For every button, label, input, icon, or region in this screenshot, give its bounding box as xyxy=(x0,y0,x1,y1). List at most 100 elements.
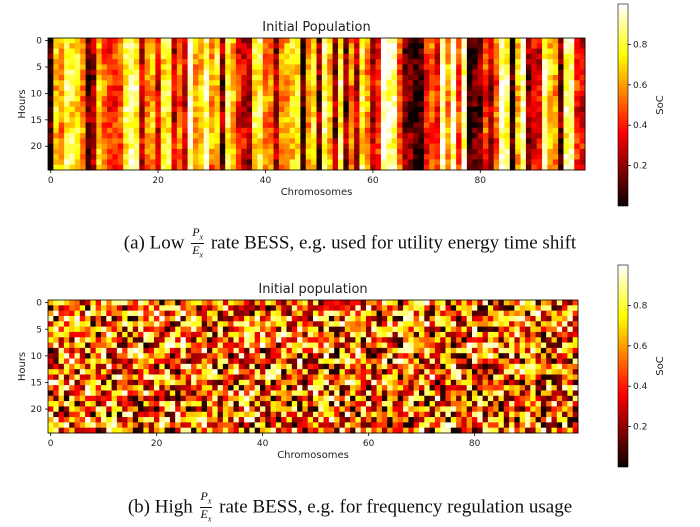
heatmap-cell xyxy=(536,164,543,171)
heatmap-cell xyxy=(198,64,205,71)
heatmap-cell xyxy=(530,422,536,429)
heatmap-cell xyxy=(413,385,420,391)
heatmap-cell xyxy=(445,385,452,391)
heatmap-cell xyxy=(159,411,165,418)
heatmap-cell xyxy=(107,138,113,144)
heatmap-cell xyxy=(80,122,86,129)
heatmap-cell xyxy=(504,80,511,86)
heatmap-cell xyxy=(552,133,559,139)
heatmap-cell xyxy=(343,74,350,81)
heatmap-cell xyxy=(79,331,86,338)
heatmap-cell xyxy=(418,38,425,44)
heatmap-cell xyxy=(107,106,113,113)
heatmap-cell xyxy=(203,64,210,71)
heatmap-cell xyxy=(244,300,250,306)
heatmap-cell xyxy=(300,43,307,49)
heatmap-cell xyxy=(171,148,178,155)
heatmap-cell xyxy=(348,85,355,92)
heatmap-cell xyxy=(182,85,189,92)
heatmap-cell xyxy=(217,379,224,386)
heatmap-cell xyxy=(246,48,253,55)
heatmap-cell xyxy=(273,48,280,55)
heatmap-cell xyxy=(101,411,107,418)
heatmap-cell xyxy=(499,127,505,134)
heatmap-cell xyxy=(273,85,280,92)
heatmap-cell xyxy=(429,38,436,44)
heatmap-cell xyxy=(540,369,547,375)
heatmap-cell xyxy=(198,143,205,150)
heatmap-cell xyxy=(450,59,457,65)
heatmap-cell xyxy=(472,395,478,402)
heatmap-cell xyxy=(515,164,521,171)
heatmap-cell xyxy=(185,321,192,327)
heatmap-cell xyxy=(407,80,414,86)
heatmap-cell xyxy=(254,411,261,418)
heatmap-cell xyxy=(461,358,468,365)
heatmap-cell xyxy=(392,353,399,359)
heatmap-cell xyxy=(552,164,559,171)
heatmap-cell xyxy=(187,43,194,49)
heatmap-cell xyxy=(440,154,446,160)
heatmap-cell xyxy=(568,148,575,155)
heatmap-cell xyxy=(291,385,298,391)
heatmap-cell xyxy=(132,422,139,429)
heatmap-cell xyxy=(122,337,128,343)
heatmap-cell xyxy=(386,74,393,81)
heatmap-cell xyxy=(133,148,140,155)
heatmap-cell xyxy=(225,59,231,65)
heatmap-cell xyxy=(568,111,575,118)
heatmap-cell xyxy=(63,390,70,397)
heatmap-cell xyxy=(238,337,245,343)
heatmap-cell xyxy=(504,85,511,92)
heatmap-cell xyxy=(268,138,274,144)
heatmap-cell xyxy=(381,411,388,418)
heatmap-cell xyxy=(348,90,355,97)
heatmap-cell xyxy=(546,363,552,370)
heatmap-cell xyxy=(228,390,234,397)
heatmap-cell xyxy=(122,417,128,423)
heatmap-cell xyxy=(249,353,256,359)
heatmap-cell xyxy=(423,133,430,139)
heatmap-cell xyxy=(101,369,107,375)
heatmap-cell xyxy=(339,347,346,354)
heatmap-cell xyxy=(423,106,430,113)
heatmap-cell xyxy=(387,401,393,407)
heatmap-cell xyxy=(461,74,468,81)
heatmap-cell xyxy=(558,48,564,55)
heatmap-cell xyxy=(328,300,335,306)
heatmap-cell xyxy=(127,326,134,333)
heatmap-cell xyxy=(191,379,197,386)
heatmap-cell xyxy=(289,143,296,150)
heatmap-cell xyxy=(547,43,554,49)
heatmap-cell xyxy=(562,305,568,312)
heatmap-cell xyxy=(63,363,70,370)
heatmap-cell xyxy=(175,326,181,333)
heatmap-cell xyxy=(217,310,224,317)
heatmap-cell xyxy=(63,342,70,349)
heatmap-cell xyxy=(525,427,531,434)
heatmap-cell xyxy=(132,385,139,391)
heatmap-cell xyxy=(359,64,366,71)
heatmap-cell xyxy=(128,59,135,65)
heatmap-cell xyxy=(556,358,563,365)
heatmap-cell xyxy=(509,417,515,423)
heatmap-cell xyxy=(48,64,54,71)
heatmap-cell xyxy=(278,53,285,60)
heatmap-cell xyxy=(235,138,242,144)
heatmap-cell xyxy=(397,96,403,102)
heatmap-cell xyxy=(376,417,383,423)
heatmap-cell xyxy=(380,96,387,102)
heatmap-cell xyxy=(482,111,489,118)
heatmap-cell xyxy=(477,331,483,338)
heatmap-cell xyxy=(375,96,382,102)
heatmap-cell xyxy=(233,379,240,386)
heatmap-cell xyxy=(321,164,328,171)
heatmap-cell xyxy=(429,127,436,134)
heatmap-cell xyxy=(241,138,248,144)
heatmap-cell xyxy=(466,337,473,343)
heatmap-cell xyxy=(403,337,409,343)
heatmap-cell xyxy=(241,90,248,97)
heatmap-cell xyxy=(222,411,229,418)
heatmap-cell xyxy=(203,43,210,49)
heatmap-cell xyxy=(343,122,350,129)
